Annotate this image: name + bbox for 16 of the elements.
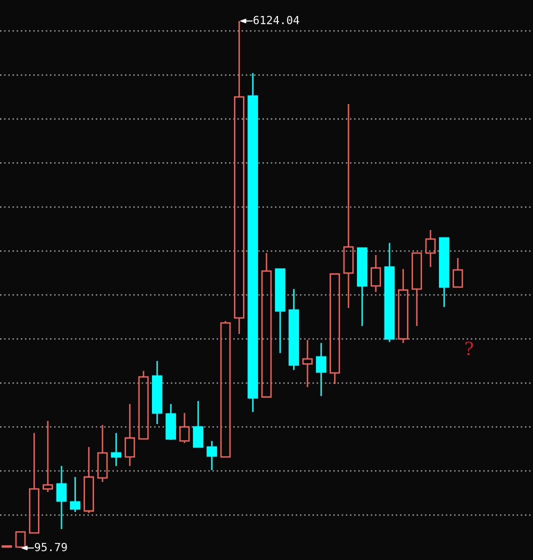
candlestick (124, 403, 136, 467)
candlestick (316, 342, 326, 397)
candlestick (206, 440, 218, 471)
candlestick (56, 465, 67, 530)
annotation: 6124.04 (254, 16, 300, 24)
candlestick (110, 432, 122, 467)
candlestick (370, 254, 382, 293)
candlestick (152, 360, 162, 425)
candlestick (248, 72, 258, 413)
candlestick (343, 103, 354, 309)
candlestick (302, 339, 313, 388)
annotation: ? (465, 342, 474, 356)
candlestick (398, 268, 408, 344)
annotation: 95.79 (34, 542, 67, 552)
candlestick (288, 288, 300, 371)
candlestick (425, 229, 436, 268)
